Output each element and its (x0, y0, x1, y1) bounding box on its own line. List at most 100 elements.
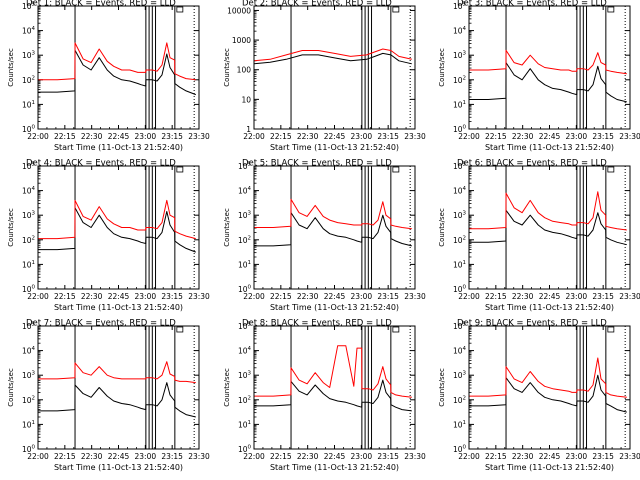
x-tick-label: 23:15 (377, 292, 399, 301)
x-axis-label: Start Time (11-Oct-13 21:52:40) (54, 463, 183, 472)
detector-plot-4: Det 4: BLACK = Events, RED = LLD Counts/s… (7, 159, 210, 313)
y-tick-label: 100 (238, 445, 252, 455)
x-tick-label: 22:45 (539, 292, 561, 301)
x-tick-label: 22:15 (485, 292, 507, 301)
x-axis-label: Start Time (11-Oct-13 21:52:40) (270, 463, 399, 472)
y-tick-label: 102 (453, 395, 466, 405)
y-tick-label: 103 (22, 51, 36, 61)
plot-frame (37, 325, 200, 450)
detector-plot-5: Det 5: BLACK = Events, RED = LLD Counts/s… (223, 159, 426, 313)
x-tick-label: 23:15 (592, 292, 614, 301)
y-tick-label: 100 (237, 66, 252, 75)
x-axis-label: Start Time (11-Oct-13 21:52:40) (485, 143, 614, 152)
y-tick-label: 101 (22, 420, 35, 430)
x-tick-label: 22:45 (108, 292, 130, 301)
x-tick-label: 22:00 (243, 452, 265, 461)
y-tick-label: 101 (238, 420, 251, 430)
x-tick-label: 22:30 (512, 132, 534, 141)
series-line-black (38, 382, 196, 418)
x-tick-label: 23:00 (351, 452, 373, 461)
x-tick-label: 23:30 (188, 132, 210, 141)
x-tick-label: 23:15 (592, 452, 614, 461)
y-tick-label: 102 (22, 75, 35, 85)
y-tick-label: 104 (453, 26, 467, 36)
series-line-black (469, 62, 627, 103)
series-line-black (469, 209, 627, 246)
x-tick-label: 23:00 (135, 292, 157, 301)
plot-title: Det 6: BLACK = Events, RED = LLD (457, 159, 607, 169)
series-line-red (469, 49, 627, 75)
y-tick-label: 103 (453, 211, 467, 221)
y-tick-label: 1000 (232, 36, 251, 45)
plot-frame (37, 5, 200, 130)
y-tick-label: 105 (238, 322, 252, 332)
detector-plot-6: Det 6: BLACK = Events, RED = LLD Counts/s… (438, 159, 640, 313)
x-tick-label: 23:00 (351, 292, 373, 301)
marker-flag (607, 326, 615, 333)
y-tick-label: 1 (246, 125, 251, 134)
plot-title: Det 4: BLACK = Events, RED = LLD (26, 159, 176, 169)
plot-frame (253, 325, 416, 450)
x-tick-label: 22:30 (81, 132, 103, 141)
marker-flag (176, 6, 184, 13)
y-axis-label: Counts/sec (223, 48, 231, 87)
x-tick-label: 23:15 (377, 132, 399, 141)
x-tick-label: 22:15 (270, 132, 292, 141)
y-tick-label: 104 (22, 26, 36, 36)
detector-plot-7: Det 7: BLACK = Events, RED = LLD Counts/s… (7, 319, 210, 473)
y-tick-label: 103 (453, 371, 467, 381)
y-axis-label: Counts/sec (438, 48, 446, 87)
x-tick-label: 23:30 (188, 292, 210, 301)
x-tick-label: 23:15 (161, 292, 183, 301)
y-tick-label: 104 (453, 186, 467, 196)
x-tick-label: 23:30 (619, 132, 640, 141)
plot-title: Det 9: BLACK = Events, RED = LLD (457, 319, 607, 329)
x-tick-label: 22:30 (81, 292, 103, 301)
series-line-red (469, 191, 627, 231)
x-tick-label: 23:00 (135, 452, 157, 461)
series-line-black (469, 374, 627, 413)
marker-flag (607, 6, 615, 13)
series-line-black (38, 207, 196, 253)
y-tick-label: 104 (238, 186, 252, 196)
series-line-black (253, 52, 412, 65)
y-tick-label: 100 (22, 445, 36, 455)
x-tick-label: 22:00 (458, 452, 480, 461)
x-tick-label: 23:15 (592, 132, 614, 141)
plot-title: Det 5: BLACK = Events, RED = LLD (242, 159, 392, 169)
y-tick-label: 103 (453, 51, 467, 61)
plot-frame (253, 165, 416, 290)
y-tick-label: 103 (22, 371, 36, 381)
x-tick-label: 22:00 (458, 132, 480, 141)
plot-frame (253, 5, 416, 130)
y-tick-label: 103 (238, 371, 252, 381)
x-axis-label: Start Time (11-Oct-13 21:52:40) (485, 303, 614, 312)
plot-title: Det 1: BLACK = Events, RED = LLD (26, 0, 176, 9)
marker-flag (607, 166, 615, 173)
series-line-red (38, 199, 196, 240)
y-axis-label: Counts/sec (7, 48, 15, 87)
y-tick-label: 103 (22, 211, 36, 221)
series-line-red (254, 198, 412, 230)
detector-plot-3: Det 3: BLACK = Events, RED = LLD Counts/s… (438, 0, 640, 152)
x-tick-label: 23:30 (619, 292, 640, 301)
y-tick-label: 103 (238, 211, 252, 221)
marker-flag (176, 326, 184, 333)
series-line-red (253, 48, 412, 62)
x-axis-label: Start Time (11-Oct-13 21:52:40) (54, 303, 183, 312)
y-tick-label: 102 (22, 235, 35, 245)
x-tick-label: 22:45 (324, 132, 346, 141)
x-tick-label: 22:00 (27, 452, 49, 461)
x-tick-label: 23:30 (404, 452, 426, 461)
x-tick-label: 22:15 (54, 292, 76, 301)
detector-plot-2: Det 2: BLACK = Events, RED = LLD Counts/s… (223, 0, 426, 152)
x-axis-label: Start Time (11-Oct-13 21:52:40) (485, 463, 614, 472)
detector-plot-9: Det 9: BLACK = Events, RED = LLD Counts/s… (438, 319, 640, 473)
plot-frame (468, 325, 631, 450)
series-line-red (38, 361, 196, 384)
x-tick-label: 22:15 (270, 292, 292, 301)
y-tick-label: 101 (453, 260, 466, 270)
plot-title: Det 3: BLACK = Events, RED = LLD (457, 0, 607, 9)
y-tick-label: 104 (238, 346, 252, 356)
